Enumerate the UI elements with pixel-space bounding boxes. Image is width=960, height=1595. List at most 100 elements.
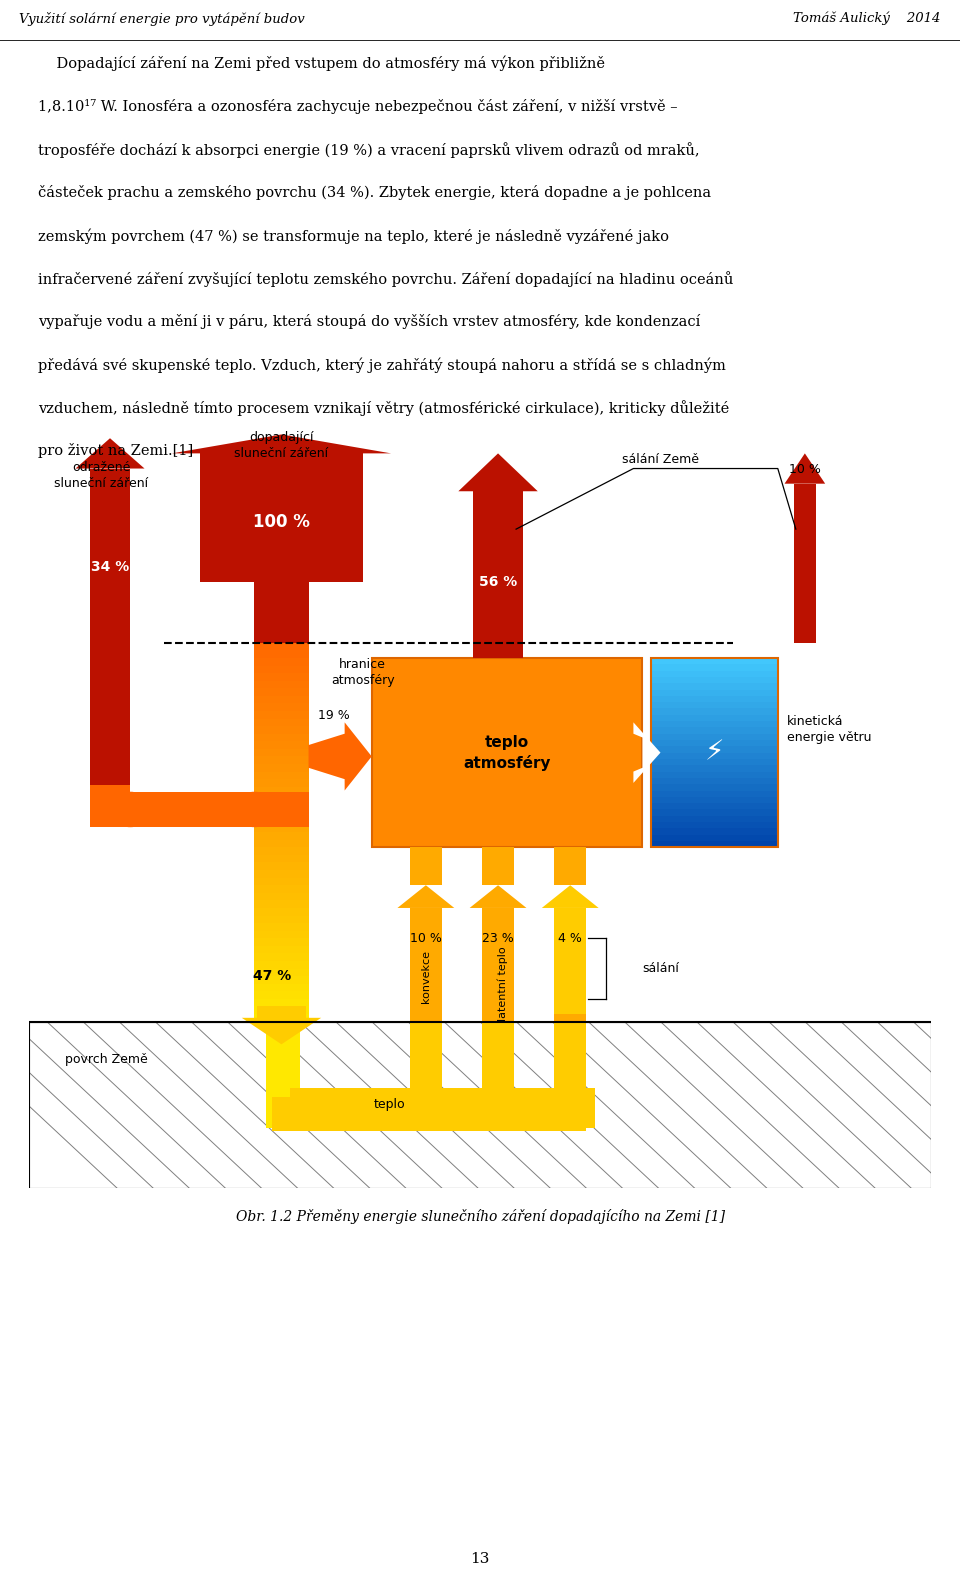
- Polygon shape: [652, 727, 778, 734]
- Text: 34 %: 34 %: [91, 560, 130, 574]
- Polygon shape: [254, 839, 308, 847]
- Polygon shape: [254, 968, 308, 976]
- Polygon shape: [254, 893, 308, 900]
- Polygon shape: [652, 821, 778, 828]
- Text: latentní teplo: latentní teplo: [497, 946, 508, 1021]
- Polygon shape: [254, 651, 308, 657]
- Polygon shape: [254, 778, 308, 786]
- Polygon shape: [254, 756, 308, 764]
- Text: Využití solární energie pro vytápění budov: Využití solární energie pro vytápění bud…: [19, 11, 305, 26]
- Text: troposféře dochází k absorpci energie (19 %) a vracení paprsků vlivem odrazů od : troposféře dochází k absorpci energie (1…: [38, 142, 700, 158]
- Text: 1,8.10¹⁷ W. Ionosféra a ozonosféra zachycuje nebezpečnou část záření, v nižší vr: 1,8.10¹⁷ W. Ionosféra a ozonosféra zachy…: [38, 99, 678, 113]
- Text: dopadající
sluneční záření: dopadající sluneční záření: [234, 431, 328, 459]
- Polygon shape: [652, 676, 778, 683]
- Text: povrch Země: povrch Země: [65, 1053, 148, 1065]
- Polygon shape: [242, 1018, 322, 1045]
- Text: vypařuje vodu a mění ji v páru, která stoupá do vyšších vrstev atmosféry, kde ko: vypařuje vodu a mění ji v páru, která st…: [38, 314, 701, 329]
- Polygon shape: [652, 778, 778, 785]
- Polygon shape: [308, 723, 372, 791]
- Polygon shape: [254, 938, 308, 946]
- Polygon shape: [652, 810, 778, 815]
- Text: Obr. 1.2 Přeměny energie slunečního záření dopadajícího na Zemi [1]: Obr. 1.2 Přeměny energie slunečního záře…: [235, 1209, 725, 1223]
- Polygon shape: [652, 766, 778, 772]
- Polygon shape: [784, 453, 826, 483]
- Polygon shape: [254, 582, 308, 643]
- Polygon shape: [652, 791, 778, 798]
- Text: předává své skupenské teplo. Vzduch, který je zahřátý stoupá nahoru a střídá se : předává své skupenské teplo. Vzduch, kte…: [38, 357, 727, 373]
- Polygon shape: [652, 715, 778, 721]
- Polygon shape: [652, 689, 778, 695]
- Polygon shape: [652, 785, 778, 791]
- Polygon shape: [482, 1021, 514, 1128]
- Polygon shape: [254, 817, 308, 825]
- Polygon shape: [555, 1014, 586, 1021]
- Text: Dopadající záření na Zemi před vstupem do atmosféry má výkon přibližně: Dopadající záření na Zemi před vstupem d…: [38, 56, 606, 72]
- Polygon shape: [652, 828, 778, 834]
- Polygon shape: [254, 786, 308, 794]
- Text: kinetická
energie větru: kinetická energie větru: [787, 716, 872, 745]
- Polygon shape: [273, 1097, 586, 1131]
- Polygon shape: [254, 657, 308, 665]
- Polygon shape: [254, 1014, 308, 1021]
- Polygon shape: [652, 841, 778, 847]
- Polygon shape: [254, 794, 308, 802]
- Polygon shape: [254, 1006, 308, 1014]
- Text: vzduchem, následně tímto procesem vznikají větry (atmosférické cirkulace), kriti: vzduchem, následně tímto procesem vznika…: [38, 400, 730, 416]
- Polygon shape: [410, 847, 442, 885]
- Polygon shape: [254, 847, 308, 855]
- Polygon shape: [541, 885, 599, 908]
- Polygon shape: [254, 643, 308, 651]
- Polygon shape: [372, 657, 642, 847]
- Polygon shape: [254, 990, 308, 998]
- Polygon shape: [254, 855, 308, 863]
- Polygon shape: [254, 908, 308, 916]
- Polygon shape: [254, 998, 308, 1006]
- Polygon shape: [254, 930, 308, 938]
- Circle shape: [234, 793, 275, 826]
- Polygon shape: [652, 721, 778, 727]
- Polygon shape: [29, 1021, 931, 1188]
- Text: teplo: teplo: [374, 1099, 405, 1112]
- Text: 4 %: 4 %: [559, 931, 582, 944]
- Polygon shape: [254, 734, 308, 742]
- Polygon shape: [254, 681, 308, 689]
- Polygon shape: [254, 960, 308, 968]
- Polygon shape: [254, 825, 308, 833]
- Text: sálání: sálání: [642, 962, 679, 975]
- Polygon shape: [555, 1021, 586, 1128]
- Polygon shape: [652, 815, 778, 821]
- Circle shape: [110, 793, 151, 826]
- Polygon shape: [652, 759, 778, 766]
- Polygon shape: [89, 785, 131, 810]
- Polygon shape: [652, 734, 778, 740]
- Polygon shape: [652, 804, 778, 810]
- Polygon shape: [652, 702, 778, 708]
- Text: 10 %: 10 %: [410, 931, 442, 944]
- Polygon shape: [397, 885, 454, 908]
- Text: 19 %: 19 %: [318, 710, 349, 723]
- Polygon shape: [254, 916, 308, 924]
- Polygon shape: [482, 908, 514, 1021]
- Polygon shape: [254, 810, 308, 817]
- Polygon shape: [652, 740, 778, 746]
- Polygon shape: [89, 469, 131, 643]
- Polygon shape: [254, 900, 308, 908]
- Polygon shape: [254, 877, 308, 885]
- Polygon shape: [172, 434, 391, 453]
- Polygon shape: [254, 718, 308, 726]
- Polygon shape: [254, 689, 308, 695]
- Polygon shape: [410, 1021, 442, 1128]
- Text: pro život na Zemi.[1]: pro život na Zemi.[1]: [38, 443, 194, 458]
- Polygon shape: [254, 772, 308, 778]
- Text: ⚡: ⚡: [705, 738, 725, 767]
- Text: teplo
atmosféry: teplo atmosféry: [464, 735, 551, 770]
- Polygon shape: [652, 772, 778, 778]
- Text: infračervené záření zvyšující teplotu zemského povrchu. Záření dopadající na hla: infračervené záření zvyšující teplotu ze…: [38, 271, 733, 287]
- Polygon shape: [254, 764, 308, 772]
- Polygon shape: [254, 885, 308, 893]
- Polygon shape: [254, 946, 308, 954]
- Polygon shape: [266, 1101, 586, 1128]
- Polygon shape: [254, 976, 308, 984]
- Polygon shape: [469, 885, 526, 908]
- Polygon shape: [201, 453, 363, 582]
